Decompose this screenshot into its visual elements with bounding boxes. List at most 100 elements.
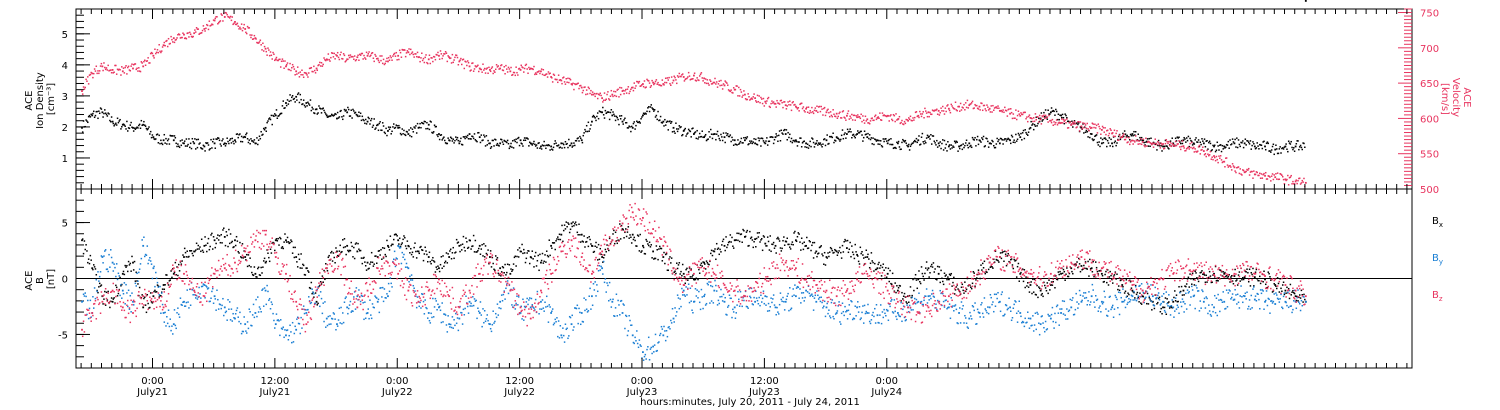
velocity-point <box>180 36 183 39</box>
by-point <box>179 297 182 299</box>
velocity-point <box>789 104 792 106</box>
density-point <box>652 108 655 111</box>
velocity-point <box>817 106 820 108</box>
density-point <box>1059 114 1061 117</box>
density-tick-label: 3 <box>62 92 68 103</box>
velocity-point <box>755 100 757 102</box>
velocity-point <box>933 110 936 112</box>
density-point <box>1174 137 1177 140</box>
by-point <box>502 293 505 296</box>
density-point <box>588 130 590 132</box>
density-point <box>1061 113 1064 116</box>
bx-point <box>130 270 132 272</box>
velocity-point <box>1044 114 1047 117</box>
velocity-point <box>202 25 205 27</box>
velocity-point <box>765 102 767 105</box>
bx-point <box>806 247 809 250</box>
density-point <box>790 137 793 140</box>
bx-point <box>271 242 273 244</box>
density-point <box>206 142 208 145</box>
velocity-point <box>293 68 296 70</box>
velocity-point <box>112 72 115 74</box>
velocity-point <box>1015 118 1018 121</box>
density-point <box>1213 145 1215 148</box>
velocity-point <box>1062 118 1065 121</box>
bx-point <box>1298 294 1301 296</box>
bx-point <box>1247 271 1249 274</box>
velocity-point <box>627 86 630 88</box>
density-point <box>964 142 967 144</box>
by-point <box>430 312 432 315</box>
density-point <box>1109 145 1111 147</box>
density-point <box>1275 144 1277 146</box>
density-point <box>1149 145 1151 148</box>
bx-point <box>826 257 828 259</box>
velocity-point <box>269 51 272 53</box>
velocity-point <box>726 82 728 84</box>
bx-point <box>718 253 721 256</box>
density-point <box>301 103 303 106</box>
density-point <box>522 145 524 147</box>
bx-point <box>966 277 969 280</box>
density-point <box>961 148 964 151</box>
bx-point <box>760 238 763 240</box>
bx-point <box>1202 273 1204 276</box>
velocity-point <box>1232 165 1235 167</box>
bx-point <box>687 279 689 281</box>
density-point <box>349 115 352 117</box>
density-point <box>130 121 132 124</box>
density-point <box>96 110 98 113</box>
velocity-point <box>749 98 752 100</box>
by-point <box>123 282 126 284</box>
bx-point <box>778 240 781 242</box>
bx-point <box>614 231 617 234</box>
bx-point <box>1091 270 1094 273</box>
density-point <box>471 135 473 137</box>
velocity-point <box>213 19 216 22</box>
bx-point <box>248 264 251 267</box>
velocity-point <box>837 115 839 118</box>
density-point <box>574 144 576 147</box>
bx-point <box>689 276 692 278</box>
velocity-point <box>1088 129 1090 132</box>
bx-point <box>405 247 408 250</box>
bx-point <box>143 297 145 300</box>
velocity-point <box>779 99 782 102</box>
bx-point <box>929 272 931 274</box>
by-point <box>199 293 201 295</box>
density-point <box>140 119 143 122</box>
by-point <box>406 266 409 268</box>
bx-point <box>401 242 404 244</box>
velocity-point <box>608 98 610 100</box>
bx-point <box>138 286 141 289</box>
velocity-point <box>559 79 562 81</box>
by-point <box>115 263 118 265</box>
velocity-point <box>1144 145 1146 148</box>
bx-point <box>176 266 178 268</box>
velocity-point <box>255 38 257 40</box>
velocity-point <box>871 117 873 119</box>
density-point <box>1281 147 1283 150</box>
bx-point <box>441 267 443 269</box>
bx-point <box>1204 281 1207 284</box>
density-point <box>126 120 128 123</box>
density-point <box>431 131 433 134</box>
density-point <box>268 117 271 119</box>
velocity-point <box>481 71 483 73</box>
density-point <box>253 139 256 141</box>
bx-point <box>749 230 751 233</box>
density-point <box>393 127 396 129</box>
density-point <box>942 139 944 141</box>
density-point <box>1010 134 1013 137</box>
bx-point <box>625 235 628 238</box>
velocity-point <box>1168 144 1171 147</box>
density-point <box>1019 136 1022 139</box>
bx-point <box>1054 287 1056 289</box>
density-point <box>748 143 750 145</box>
by-point <box>231 320 234 322</box>
bx-point <box>1015 276 1018 278</box>
velocity-point <box>693 72 696 74</box>
bx-point <box>1251 273 1253 276</box>
by-point <box>358 289 360 291</box>
velocity-point <box>218 20 221 23</box>
